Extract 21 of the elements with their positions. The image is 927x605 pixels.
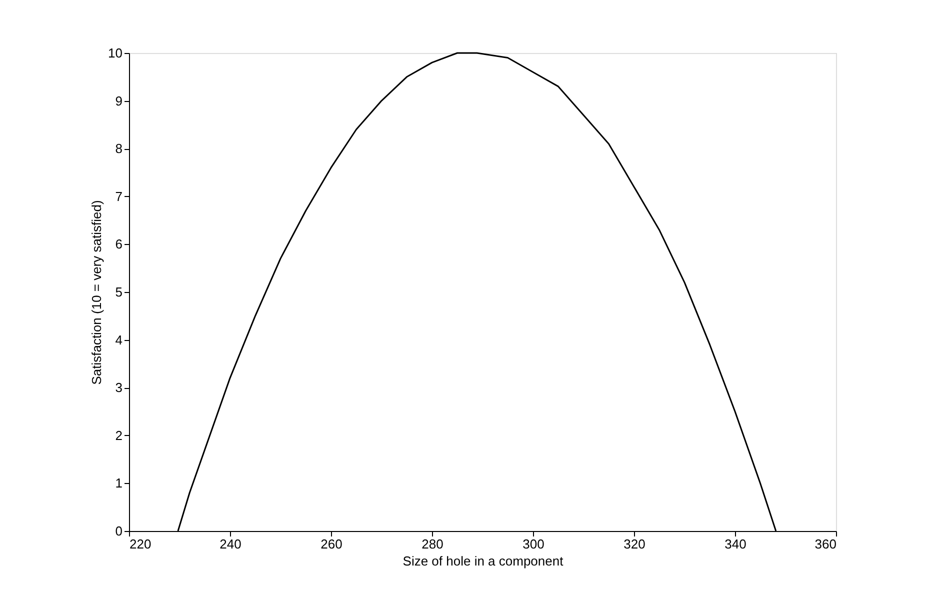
y-axis-title: Satisfaction (10 = very satisfied) [89,200,104,385]
x-tick-label: 240 [220,536,242,552]
x-tick-label: 340 [724,536,746,552]
y-tick-label: 8 [115,141,122,156]
y-tick-label: 1 [115,476,122,491]
x-tick-label: 260 [320,536,342,552]
x-tick-label: 220 [130,536,152,552]
y-tick-label: 6 [115,236,122,252]
y-tick-label: 2 [115,428,122,443]
y-tick-label: 5 [115,284,122,300]
y-tick-label: 3 [115,380,122,396]
x-tick-label: 300 [522,536,544,552]
x-tick-label: 280 [422,536,444,552]
x-axis-title: Size of hole in a component [402,554,564,568]
y-tick-label: 9 [115,93,122,108]
x-tick-label: 320 [624,536,646,552]
y-tick-label: 7 [115,188,122,204]
y-tick-label: 4 [115,332,122,348]
y-tick-label: 10 [108,46,122,60]
y-tick-label: 0 [115,524,122,538]
x-tick-label: 360 [814,536,836,552]
